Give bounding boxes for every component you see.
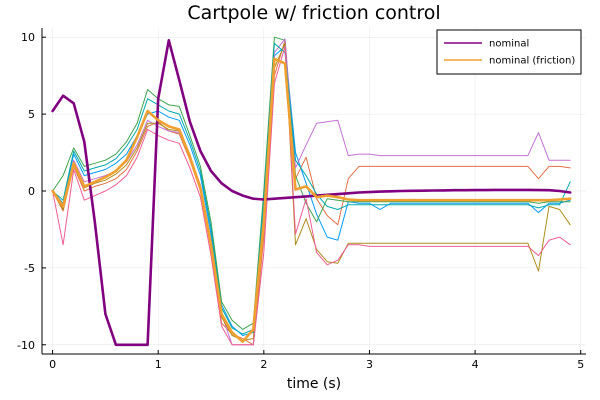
axes (41, 28, 586, 355)
x-tick-label: 4 (472, 358, 479, 371)
series-line-7 (52, 42, 571, 335)
x-tick-label: 0 (49, 358, 56, 371)
series-line-0 (51, 38, 572, 347)
x-tick-label: 2 (260, 358, 267, 371)
y-tick-label: -10 (17, 339, 35, 352)
legend-label: nominal (friction) (489, 56, 575, 67)
series-line-8 (52, 46, 571, 346)
y-tick-label: -5 (24, 262, 35, 275)
x-axis-label: time (s) (287, 376, 341, 392)
series-line-1 (51, 57, 572, 344)
series-lines (51, 36, 572, 347)
legend-box (436, 29, 582, 75)
x-tick-label: 1 (155, 358, 162, 371)
y-tick-label: 0 (28, 185, 35, 198)
tick-labels: 0 1 2 3 4 5 -10 -5 0 5 10 (17, 31, 584, 371)
chart-title: Cartpole w/ friction control (187, 2, 440, 24)
legend-label: nominal (489, 39, 529, 50)
y-tick-label: 10 (21, 31, 35, 44)
y-tick-label: 5 (28, 108, 35, 121)
x-tick-label: 3 (366, 358, 373, 371)
series-line-5 (52, 38, 571, 346)
series-line-3 (52, 39, 571, 346)
series-line-4 (52, 36, 571, 330)
x-tick-label: 5 (577, 358, 584, 371)
series-line-6 (52, 42, 571, 341)
legend: nominal nominal (friction) (436, 29, 582, 75)
